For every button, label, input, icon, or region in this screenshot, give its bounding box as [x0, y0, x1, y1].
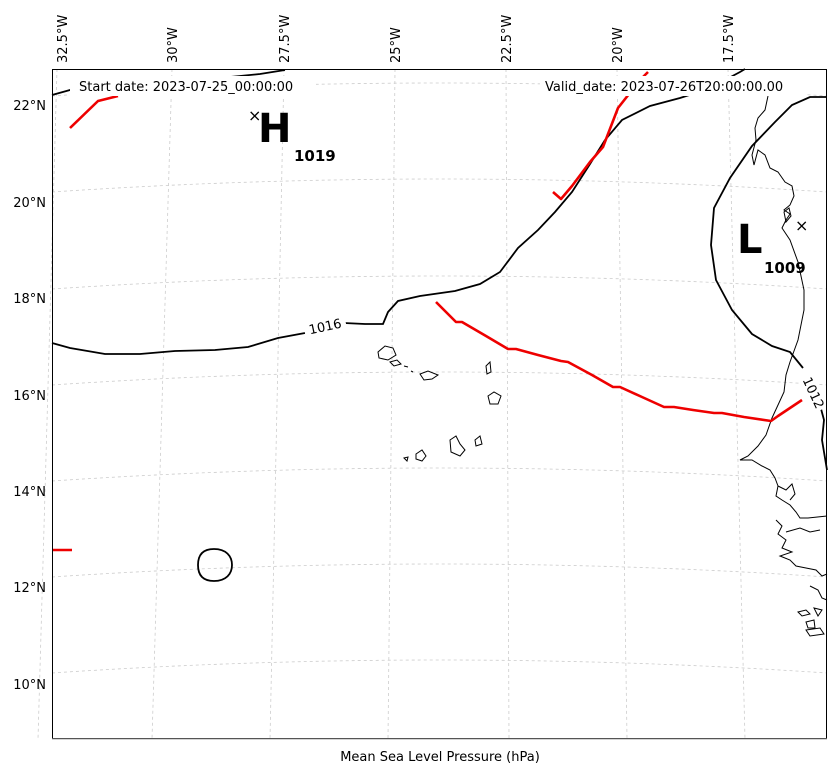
contour-label-bg-1012 — [799, 374, 828, 413]
island-fogo — [415, 449, 427, 462]
isobar-1012-b — [819, 404, 828, 471]
start-date-label: Start date: 2023-07-25_00:00:00 — [79, 80, 293, 95]
isobar-1012-a — [710, 96, 827, 369]
graticule — [37, 68, 828, 740]
isobar-closed-ring — [197, 548, 233, 582]
coastline-africa — [739, 95, 828, 637]
coast-guinea — [775, 519, 828, 577]
map-area — [52, 69, 827, 739]
lat-label-22n: 22°N — [13, 99, 46, 114]
low-pressure-letter: L — [737, 217, 763, 263]
lon-label-27-5w: 27.5°W — [278, 15, 293, 63]
islet-2 — [813, 607, 823, 617]
lon-label-17-5w: 17.5°W — [722, 15, 737, 63]
lat-label-16n: 16°N — [13, 389, 46, 404]
lon-label-32-5w: 32.5°W — [56, 15, 71, 63]
front-north-west — [69, 94, 119, 129]
lon-label-20w: 20°W — [611, 27, 626, 63]
lat-label-12n: 12°N — [13, 581, 46, 596]
island-santa-luzia — [403, 365, 414, 373]
island-boa-vista — [487, 391, 502, 405]
coast-detail — [777, 483, 796, 501]
lon-gridline-22-5 — [505, 68, 510, 740]
isobar-1016-west — [51, 332, 306, 355]
low-pressure-value: 1009 — [764, 259, 806, 277]
lon-gridline-32-5 — [37, 68, 58, 740]
high-center-marker: × — [248, 106, 261, 125]
valid-date-label: Valid_date: 2023-07-26T20:00:00.00 — [545, 80, 783, 95]
lat-label-14n: 14°N — [13, 485, 46, 500]
island-santo-antao — [377, 345, 397, 361]
cape-verde-islands — [377, 345, 502, 462]
islet-1 — [797, 609, 811, 617]
lon-gridline-17-5 — [727, 68, 746, 740]
longitude-labels: 32.5°W 30°W 27.5°W 25°W 22.5°W 20°W 17.5… — [56, 15, 737, 63]
island-maio — [474, 435, 483, 447]
island-sao-nicolau — [419, 370, 440, 381]
lon-gridline-25 — [387, 68, 396, 740]
coast-inlet — [783, 207, 792, 224]
lon-label-22-5w: 22.5°W — [500, 15, 515, 63]
high-pressure-value: 1019 — [294, 147, 336, 165]
lon-gridline-27-5 — [269, 68, 285, 740]
island-santiago — [449, 435, 466, 457]
islet-4 — [805, 627, 825, 637]
lon-gridline-30 — [151, 68, 173, 740]
coast-west-africa — [739, 95, 828, 519]
islet-3 — [805, 619, 816, 629]
valid-label-bg — [540, 76, 806, 96]
contour-label-1016: 1016 — [308, 317, 343, 339]
contour-label-bg-1016 — [302, 313, 347, 337]
lon-label-30w: 30°W — [166, 27, 181, 63]
lon-gridline-20 — [616, 68, 628, 740]
high-pressure-letter: H — [258, 106, 291, 152]
lat-label-10n: 10°N — [13, 678, 46, 693]
island-brava — [403, 456, 409, 462]
latitude-labels: 22°N 20°N 18°N 16°N 14°N 12°N 10°N — [13, 99, 46, 693]
front-central — [435, 301, 803, 423]
lon-label-25w: 25°W — [389, 27, 404, 63]
map-caption: Mean Sea Level Pressure (hPa) — [340, 750, 540, 765]
lat-label-20n: 20°N — [13, 196, 46, 211]
island-sao-vicente — [389, 359, 402, 367]
start-label-bg — [70, 76, 316, 96]
coast-south — [809, 585, 828, 601]
low-center-marker: × — [795, 216, 808, 235]
coast-river — [785, 527, 821, 533]
lat-label-18n: 18°N — [13, 292, 46, 307]
island-sal — [485, 360, 492, 375]
